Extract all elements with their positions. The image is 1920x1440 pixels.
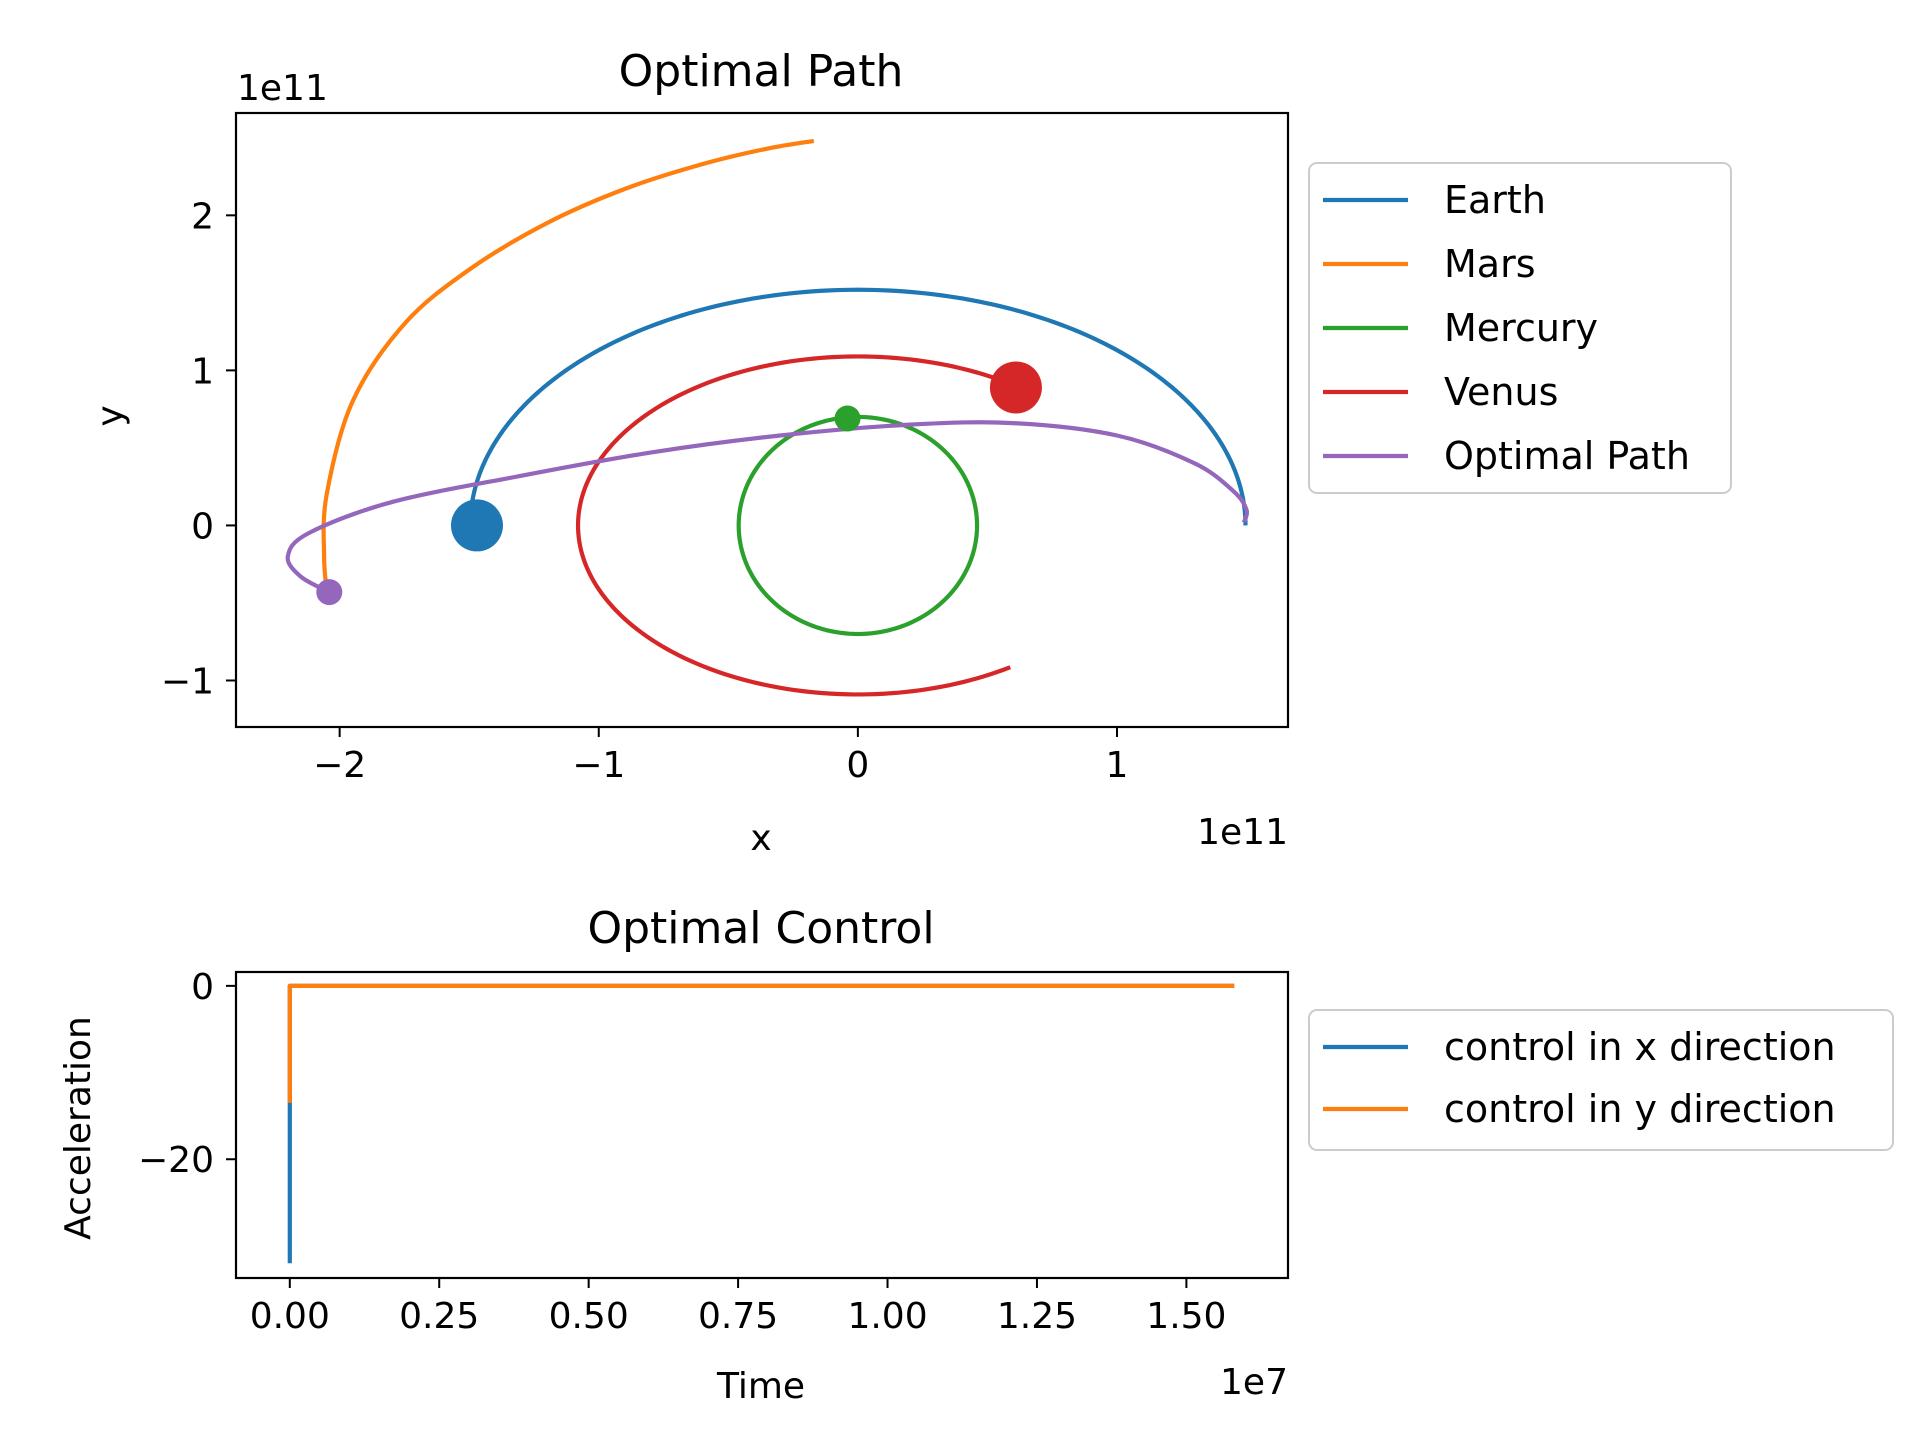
series-line-venus bbox=[575, 354, 1016, 697]
plot-frame bbox=[234, 111, 1290, 729]
x-tick-label: −2 bbox=[313, 745, 366, 786]
y-tick-label: 1 bbox=[191, 351, 214, 392]
y-tick-label: 0 bbox=[191, 506, 214, 547]
x-tick-label: 0.50 bbox=[549, 1296, 629, 1337]
x-tick-label: 1 bbox=[1106, 745, 1129, 786]
legend: Earth Mars Mercury Venus Optimal Path bbox=[1308, 162, 1732, 494]
legend-label-venus: Venus bbox=[1444, 370, 1558, 414]
legend-label-control-in-y-direction: control in y direction bbox=[1444, 1087, 1836, 1131]
chart-title: Optimal Path bbox=[619, 46, 904, 97]
tick-group: 0.00 0.25 0.50 0.75 1.00 1.25 1.50 0 −20 bbox=[138, 967, 1226, 1337]
y-tick-label: −20 bbox=[138, 1140, 214, 1181]
y-axis-label: y bbox=[90, 405, 131, 426]
series-line-mars bbox=[321, 138, 815, 591]
position-marker-optimal-path bbox=[316, 579, 343, 606]
legend: control in x direction control in y direc… bbox=[1308, 1009, 1894, 1151]
x-tick-label: 0.25 bbox=[399, 1296, 479, 1337]
legend-frame bbox=[1308, 162, 1732, 494]
plot-area bbox=[285, 138, 1250, 697]
position-marker-venus bbox=[989, 361, 1042, 414]
y-tick-label: 0 bbox=[191, 967, 214, 1008]
series-line-earth bbox=[468, 287, 1248, 526]
x-tick-label: 1.00 bbox=[847, 1296, 927, 1337]
legend-label-control-in-x-direction: control in x direction bbox=[1444, 1025, 1836, 1069]
series-line-mercury bbox=[736, 414, 980, 637]
tick-group: −2 −1 0 1 −1 0 1 2 bbox=[161, 196, 1129, 786]
x-offset-text: 1e7 bbox=[1220, 1362, 1288, 1403]
legend-frame bbox=[1308, 1009, 1894, 1151]
x-tick-label: 0 bbox=[846, 745, 869, 786]
legend-label-earth: Earth bbox=[1444, 178, 1546, 222]
x-tick-label: 1.50 bbox=[1146, 1296, 1226, 1337]
y-axis-label: Acceleration bbox=[58, 1016, 99, 1240]
x-tick-label: −1 bbox=[572, 745, 625, 786]
legend-label-mercury: Mercury bbox=[1444, 306, 1598, 350]
position-marker-mercury bbox=[834, 405, 861, 432]
series-line-optimal-path bbox=[285, 420, 1250, 594]
legend-label-optimal-path: Optimal Path bbox=[1444, 434, 1690, 478]
plot-frame bbox=[234, 970, 1290, 1280]
legend-label-mars: Mars bbox=[1444, 242, 1536, 286]
x-axis-label: Time bbox=[716, 1366, 805, 1407]
x-offset-text: 1e11 bbox=[1197, 812, 1288, 853]
x-tick-label: 0.00 bbox=[250, 1296, 330, 1337]
plot-area bbox=[287, 983, 1235, 1264]
series-line-control-in-y-direction bbox=[287, 983, 1235, 1103]
position-marker-earth bbox=[450, 499, 503, 552]
optimal-path-chart: Optimal Path 1e11 1e11 x y −2 −1 0 1 −1 0 1 2 E… bbox=[90, 46, 1732, 859]
optimal-control-chart: Optimal Control 1e7 Time Acceleration 0.… bbox=[58, 903, 1894, 1407]
x-tick-label: 0.75 bbox=[698, 1296, 778, 1337]
y-tick-label: −1 bbox=[161, 661, 214, 702]
chart-title: Optimal Control bbox=[587, 903, 934, 954]
y-offset-text: 1e11 bbox=[237, 68, 328, 109]
x-axis-label: x bbox=[750, 818, 771, 859]
x-tick-label: 1.25 bbox=[997, 1296, 1077, 1337]
y-tick-label: 2 bbox=[191, 196, 214, 237]
